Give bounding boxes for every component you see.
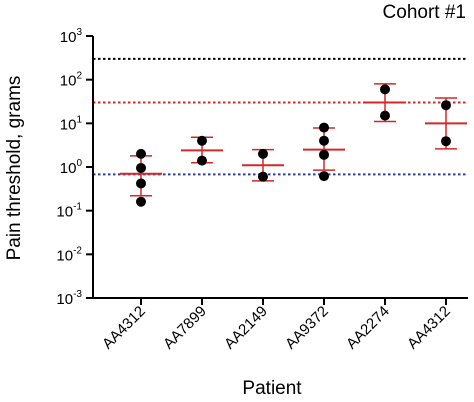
- x-tick-label: AA4312: [99, 303, 149, 353]
- y-tick-label: 101: [60, 114, 83, 133]
- x-tick-label: AA2274: [343, 303, 393, 353]
- data-point: [319, 171, 329, 182]
- data-point: [197, 135, 207, 146]
- y-tick-label: 100: [60, 158, 83, 177]
- y-tick-base: 10: [56, 247, 73, 264]
- data-point: [319, 122, 329, 133]
- data-point: [441, 100, 451, 111]
- data-point: [136, 196, 146, 207]
- data-group-1: [120, 148, 162, 207]
- data-point: [258, 148, 268, 159]
- y-tick-base: 10: [60, 116, 77, 133]
- y-tick-base: 10: [60, 73, 77, 90]
- axes: [92, 36, 468, 299]
- y-tick-exponent: 1: [76, 114, 82, 125]
- y-tick-label: 103: [60, 27, 83, 46]
- y-tick-base: 10: [60, 160, 77, 177]
- x-tick-label: AA7899: [160, 303, 210, 353]
- data-group-5: [364, 83, 406, 123]
- data-point: [380, 110, 390, 121]
- reference-lines: [93, 57, 468, 176]
- y-tick-base: 10: [60, 29, 77, 46]
- data-groups: [120, 83, 467, 207]
- data-point: [319, 135, 329, 146]
- y-tick-exponent: 3: [76, 27, 82, 38]
- data-point: [319, 149, 329, 160]
- x-axis-label: Patient: [242, 378, 302, 399]
- data-point: [441, 136, 451, 147]
- data-point: [136, 178, 146, 189]
- data-point: [380, 84, 390, 95]
- x-tick-label: AA9372: [282, 303, 332, 353]
- x-tick-label: AA4312: [404, 303, 454, 353]
- data-group-6: [425, 97, 467, 150]
- data-point: [136, 162, 146, 173]
- x-axis-ticks: AA4312 AA7899 AA2149 AA9372 AA2274 AA4312: [99, 298, 454, 353]
- y-tick-exponent: -3: [73, 289, 82, 300]
- data-point: [258, 171, 268, 182]
- y-tick-exponent: 2: [76, 71, 82, 82]
- chart-title: Cohort #1: [383, 2, 466, 23]
- y-tick-label: 10-3: [56, 289, 82, 308]
- data-point: [197, 155, 207, 166]
- data-group-3: [242, 148, 284, 182]
- y-tick-label: 102: [60, 71, 83, 90]
- y-tick-label: 10-2: [56, 245, 82, 264]
- data-point: [136, 148, 146, 159]
- y-tick-label: 10-1: [56, 202, 82, 221]
- y-tick-base: 10: [56, 291, 73, 308]
- x-tick-label: AA2149: [221, 303, 271, 353]
- y-tick-exponent: -2: [73, 245, 82, 256]
- data-group-4: [303, 122, 345, 182]
- y-axis-label: Pain threshold, grams: [4, 76, 25, 261]
- data-group-2: [181, 135, 223, 166]
- y-tick-base: 10: [56, 204, 73, 221]
- y-tick-exponent: 0: [76, 158, 82, 169]
- y-tick-exponent: -1: [73, 202, 82, 213]
